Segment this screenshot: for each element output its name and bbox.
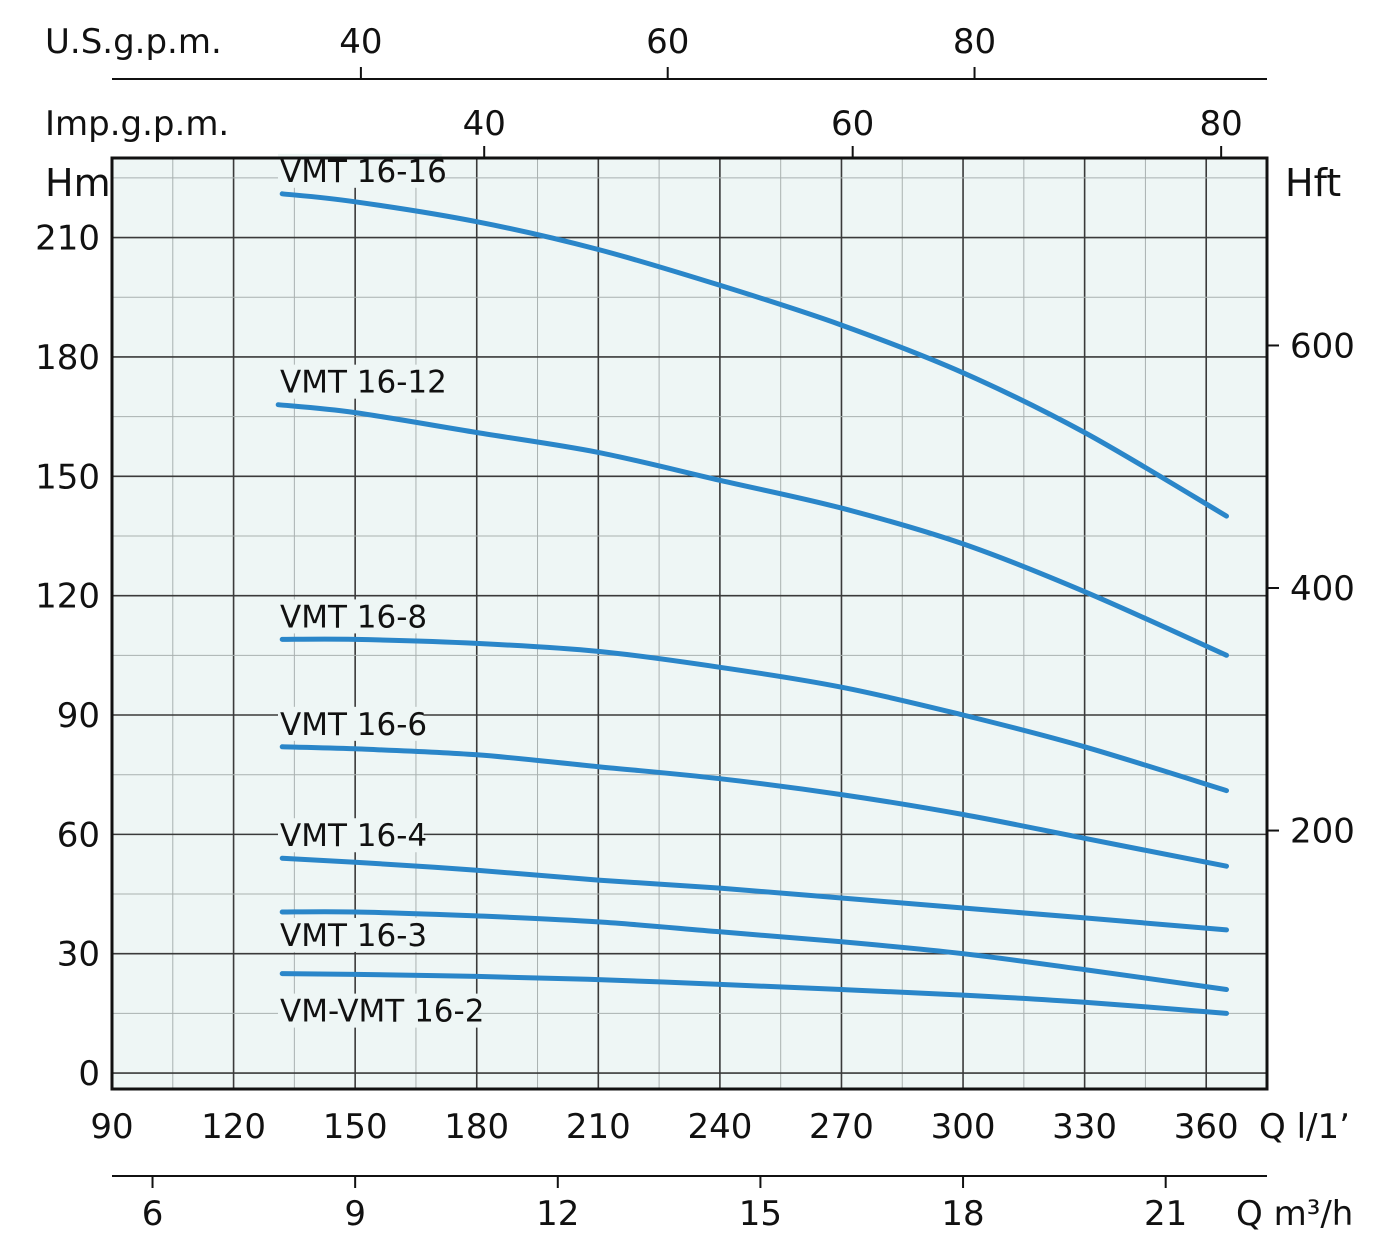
curve-labels: VMT 16-16 VMT 16-12 VMT 16-8 VMT 16-6 VMT 16… bbox=[278, 153, 484, 1030]
y-tick-label: 60 bbox=[57, 815, 100, 855]
top-imp-tick-label: 80 bbox=[1200, 104, 1243, 144]
curve-line bbox=[279, 191, 1229, 519]
x-tick-label: 240 bbox=[687, 1107, 752, 1147]
curve-label-background bbox=[278, 599, 424, 634]
secondary-bottom-tick-label: 9 bbox=[344, 1194, 366, 1234]
secondary-bottom-tick-label: 12 bbox=[536, 1194, 579, 1234]
x-tick-label: 90 bbox=[90, 1107, 133, 1147]
curve-label-background bbox=[278, 993, 479, 1028]
curve-label: VM-VMT 16-2 bbox=[280, 994, 484, 1030]
y-tick-label: 210 bbox=[35, 219, 100, 259]
curve-label-background bbox=[278, 364, 442, 399]
x-tick-label: 180 bbox=[444, 1107, 509, 1147]
top-us-axis-label: U.S.g.p.m. bbox=[45, 22, 222, 62]
y-tick-label: 90 bbox=[57, 696, 100, 736]
y-tick-label: 120 bbox=[35, 577, 100, 617]
y-tick-label: 150 bbox=[35, 457, 100, 497]
x-tick-label: 330 bbox=[1052, 1107, 1117, 1147]
y-axis-label: Hm bbox=[45, 161, 111, 205]
y-tick-label: 0 bbox=[78, 1054, 100, 1094]
curve-label: VMT 16-12 bbox=[280, 365, 447, 401]
curve-line bbox=[279, 855, 1229, 933]
curve-line bbox=[279, 909, 1229, 992]
top-us-tick-label: 80 bbox=[953, 22, 996, 62]
curve-line bbox=[279, 744, 1229, 869]
right-axis-label: Hft bbox=[1285, 161, 1341, 205]
secondary-bottom-tick-label: 15 bbox=[739, 1194, 782, 1234]
curve-label: VMT 16-4 bbox=[280, 818, 427, 854]
curve-line bbox=[275, 402, 1229, 658]
performance-curves bbox=[275, 191, 1229, 1016]
curve-label-background bbox=[278, 818, 424, 853]
x-axis-label: Q l/1’ bbox=[1259, 1107, 1350, 1147]
curve-label: VMT 16-8 bbox=[280, 599, 427, 635]
curve-label-background bbox=[278, 706, 424, 741]
plot-frame bbox=[110, 156, 1269, 1091]
right-tick-label: 600 bbox=[1290, 326, 1355, 366]
secondary-bottom-axis-label: Q m³/h bbox=[1236, 1194, 1353, 1234]
x-tick-label: 300 bbox=[931, 1107, 996, 1147]
secondary-bottom-tick-label: 18 bbox=[941, 1194, 984, 1234]
secondary-bottom-tick-label: 21 bbox=[1144, 1194, 1187, 1234]
x-tick-label: 150 bbox=[323, 1107, 388, 1147]
x-tick-label: 120 bbox=[201, 1107, 266, 1147]
top-imp-tick-label: 60 bbox=[831, 104, 874, 144]
top-imp-tick-label: 40 bbox=[463, 104, 506, 144]
curve-label: VMT 16-6 bbox=[280, 707, 427, 743]
y-tick-label: 180 bbox=[35, 338, 100, 378]
top-imp-axis-label: Imp.g.p.m. bbox=[45, 104, 229, 144]
x-tick-label: 210 bbox=[566, 1107, 631, 1147]
right-tick-label: 400 bbox=[1290, 569, 1355, 609]
top-us-tick-label: 40 bbox=[339, 22, 382, 62]
curve-label: VMT 16-3 bbox=[280, 918, 427, 954]
curve-line bbox=[279, 636, 1229, 794]
x-tick-label: 270 bbox=[809, 1107, 874, 1147]
curve-label-background bbox=[278, 917, 424, 952]
y-tick-label: 30 bbox=[57, 935, 100, 975]
curve-line bbox=[279, 971, 1229, 1016]
top-us-tick-label: 60 bbox=[646, 22, 689, 62]
secondary-bottom-tick-label: 6 bbox=[142, 1194, 164, 1234]
curve-label: VMT 16-16 bbox=[280, 154, 447, 190]
x-tick-label: 360 bbox=[1174, 1107, 1239, 1147]
right-tick-label: 200 bbox=[1290, 812, 1355, 852]
axes: 0 30 60 90 120 150 180 210 Hm 200 400 600 Hft 90 120 15… bbox=[35, 22, 1355, 1234]
